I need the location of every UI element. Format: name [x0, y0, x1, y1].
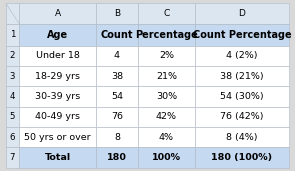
- Bar: [6, 107, 19, 127]
- Text: 40-49 yrs: 40-49 yrs: [35, 112, 80, 121]
- Text: Under 18: Under 18: [36, 51, 80, 60]
- Bar: [96, 3, 138, 24]
- Text: 30%: 30%: [156, 92, 177, 101]
- Text: 8 (4%): 8 (4%): [226, 133, 258, 142]
- Text: 42%: 42%: [156, 112, 177, 121]
- Bar: [96, 24, 138, 46]
- Text: 18-29 yrs: 18-29 yrs: [35, 72, 80, 81]
- Bar: [195, 107, 289, 127]
- Text: 1: 1: [10, 30, 15, 39]
- Text: 8: 8: [114, 133, 120, 142]
- Bar: [96, 86, 138, 107]
- Bar: [19, 86, 96, 107]
- Bar: [96, 127, 138, 147]
- Text: 7: 7: [10, 153, 15, 162]
- Text: 54 (30%): 54 (30%): [220, 92, 264, 101]
- Text: 30-39 yrs: 30-39 yrs: [35, 92, 80, 101]
- Bar: [96, 66, 138, 86]
- Text: 180 (100%): 180 (100%): [212, 153, 273, 162]
- Text: D: D: [239, 9, 245, 18]
- Text: 76 (42%): 76 (42%): [220, 112, 264, 121]
- Bar: [195, 24, 289, 46]
- Bar: [19, 3, 96, 24]
- Bar: [195, 86, 289, 107]
- Bar: [6, 3, 19, 24]
- Text: 6: 6: [10, 133, 15, 142]
- Bar: [195, 46, 289, 66]
- Bar: [19, 127, 96, 147]
- Bar: [138, 86, 195, 107]
- Text: Age: Age: [47, 30, 68, 40]
- Bar: [19, 24, 96, 46]
- Bar: [195, 127, 289, 147]
- Text: Count Percentage: Count Percentage: [193, 30, 291, 40]
- Bar: [19, 107, 96, 127]
- Bar: [138, 46, 195, 66]
- Bar: [19, 66, 96, 86]
- Text: Count: Count: [101, 30, 133, 40]
- Text: 4 (2%): 4 (2%): [226, 51, 258, 60]
- Text: 21%: 21%: [156, 72, 177, 81]
- Bar: [6, 147, 19, 168]
- Bar: [195, 147, 289, 168]
- Text: 180: 180: [107, 153, 127, 162]
- Text: 50 yrs or over: 50 yrs or over: [24, 133, 91, 142]
- Text: 38: 38: [111, 72, 123, 81]
- Bar: [138, 127, 195, 147]
- Bar: [6, 24, 19, 46]
- Text: 2: 2: [10, 51, 15, 60]
- Bar: [96, 46, 138, 66]
- Text: 4%: 4%: [159, 133, 174, 142]
- Text: 5: 5: [10, 112, 15, 121]
- Text: 76: 76: [111, 112, 123, 121]
- Bar: [138, 24, 195, 46]
- Bar: [6, 66, 19, 86]
- Bar: [138, 3, 195, 24]
- Bar: [195, 66, 289, 86]
- Text: 100%: 100%: [152, 153, 181, 162]
- Bar: [96, 107, 138, 127]
- Bar: [19, 147, 96, 168]
- Text: B: B: [114, 9, 120, 18]
- Text: 4: 4: [10, 92, 15, 101]
- Bar: [19, 46, 96, 66]
- Text: 54: 54: [111, 92, 123, 101]
- Bar: [6, 86, 19, 107]
- Text: 3: 3: [10, 72, 15, 81]
- Bar: [6, 127, 19, 147]
- Text: Percentage: Percentage: [135, 30, 198, 40]
- Text: 38 (21%): 38 (21%): [220, 72, 264, 81]
- Bar: [6, 46, 19, 66]
- Text: C: C: [163, 9, 170, 18]
- Bar: [138, 107, 195, 127]
- Bar: [195, 3, 289, 24]
- Text: A: A: [55, 9, 61, 18]
- Bar: [138, 66, 195, 86]
- Bar: [96, 147, 138, 168]
- Bar: [138, 147, 195, 168]
- Text: 4: 4: [114, 51, 120, 60]
- Text: Total: Total: [45, 153, 71, 162]
- Text: 2%: 2%: [159, 51, 174, 60]
